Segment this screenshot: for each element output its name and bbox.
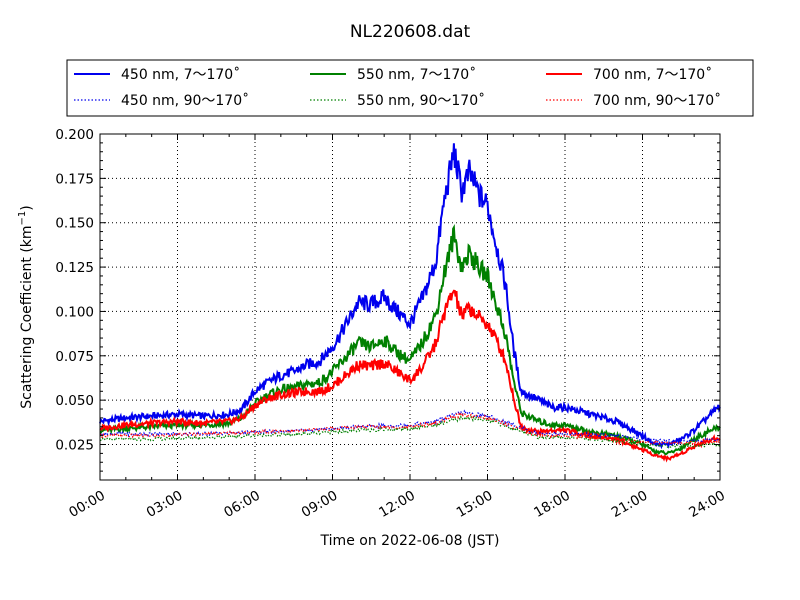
y-tick-label: 0.125 xyxy=(55,260,94,276)
legend-label: 550 nm, 7～170˚ xyxy=(357,66,476,83)
x-tick-label: 03:00 xyxy=(144,488,186,521)
y-axis-label-main: Scattering Coefficient (km xyxy=(19,225,35,408)
y-tick-label: 0.050 xyxy=(55,393,94,409)
legend-label: 700 nm, 90～170˚ xyxy=(593,92,721,109)
x-tick-label: 09:00 xyxy=(299,488,341,521)
x-axis-label: Time on 2022-06-08 (JST) xyxy=(320,533,500,549)
series-line xyxy=(99,408,720,444)
y-tick-label: 0.200 xyxy=(55,127,94,143)
legend: 450 nm, 7～170˚ 450 nm, 90～170˚ 550 nm, 7～1… xyxy=(66,59,754,117)
x-tick-label: 00:00 xyxy=(66,488,108,521)
chart-title: NL220608.dat xyxy=(350,22,471,42)
y-axis-label-exponent: −1 xyxy=(17,211,28,226)
y-tick-label: 0.100 xyxy=(55,304,94,320)
ticks xyxy=(99,133,721,481)
series-line xyxy=(99,414,721,449)
legend-label: 450 nm, 90～170˚ xyxy=(121,92,249,109)
series-line xyxy=(99,223,721,456)
series-line xyxy=(99,143,721,450)
legend-label: 550 nm, 90～170˚ xyxy=(357,92,485,109)
y-tick-label: 0.075 xyxy=(55,349,94,365)
x-tick-label: 06:00 xyxy=(221,488,263,521)
y-tick-labels: 0.025 0.050 0.075 0.100 0.125 0.150 0.175 0.200 xyxy=(55,127,94,454)
legend-label: 700 nm, 7～170˚ xyxy=(593,66,712,83)
x-tick-label: 21:00 xyxy=(609,488,651,521)
x-tick-label: 18:00 xyxy=(531,488,573,521)
y-tick-label: 0.175 xyxy=(55,171,94,187)
legend-label: 450 nm, 7～170˚ xyxy=(121,66,240,83)
y-axis-label-close: ) xyxy=(19,205,35,210)
x-tick-label: 15:00 xyxy=(454,488,496,521)
x-tick-label: 24:00 xyxy=(686,488,728,521)
x-tick-labels: 00:00 03:00 06:00 09:00 12:00 15:00 18:00 21:00… xyxy=(66,488,728,521)
series-line xyxy=(99,289,721,463)
x-tick-label: 12:00 xyxy=(376,488,418,521)
series-group xyxy=(99,143,721,463)
y-tick-label: 0.025 xyxy=(55,438,94,454)
legend-frame xyxy=(66,59,754,117)
y-axis-label: Scattering Coefficient (km−1) xyxy=(17,205,35,409)
y-tick-label: 0.150 xyxy=(55,216,94,232)
